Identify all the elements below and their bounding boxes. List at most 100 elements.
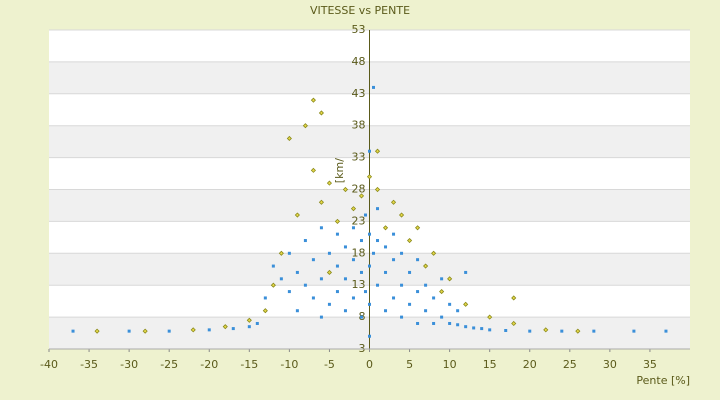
point <box>408 270 412 274</box>
point <box>480 327 484 331</box>
point <box>287 290 291 294</box>
point <box>575 328 581 334</box>
point <box>366 174 373 180</box>
y-tick-label: 13 <box>352 278 366 291</box>
point <box>318 110 324 116</box>
point <box>384 245 388 249</box>
point <box>271 264 275 268</box>
point <box>392 296 396 300</box>
point <box>384 309 388 313</box>
point <box>440 315 444 319</box>
x-tick-label: 30 <box>603 358 617 371</box>
point <box>368 302 371 306</box>
point <box>431 250 437 256</box>
point <box>327 251 331 255</box>
point <box>342 186 349 193</box>
point <box>343 245 347 249</box>
point <box>302 123 308 129</box>
y-tick-label: 43 <box>352 87 366 100</box>
point <box>447 276 453 282</box>
point <box>511 320 517 327</box>
point <box>231 327 235 331</box>
point <box>456 323 460 327</box>
point <box>167 329 171 333</box>
point <box>311 296 315 300</box>
point <box>374 186 381 193</box>
point <box>406 237 413 244</box>
point <box>382 225 389 231</box>
point <box>488 328 492 332</box>
point <box>127 329 131 333</box>
point <box>416 258 420 262</box>
point <box>376 283 380 287</box>
point <box>311 258 315 262</box>
point <box>511 295 517 301</box>
point <box>326 180 333 186</box>
point <box>351 296 355 300</box>
point <box>374 148 381 154</box>
point <box>351 226 355 230</box>
point <box>632 329 636 333</box>
y-tick-label: 48 <box>352 55 366 68</box>
point <box>432 296 436 300</box>
point <box>343 277 347 281</box>
point <box>319 277 323 281</box>
point <box>71 329 75 333</box>
point <box>247 325 251 329</box>
point <box>334 218 341 224</box>
x-tick-label: 10 <box>443 358 457 371</box>
point <box>463 301 469 307</box>
x-tick-label: -40 <box>40 358 58 371</box>
point <box>368 334 371 338</box>
point <box>368 149 371 153</box>
point <box>456 309 460 313</box>
point <box>448 302 452 306</box>
point <box>400 283 404 287</box>
x-tick-label: 35 <box>643 358 657 371</box>
point <box>279 277 283 281</box>
point <box>376 207 380 211</box>
point <box>424 283 428 287</box>
point <box>319 226 323 230</box>
x-tick-label: 15 <box>483 358 497 371</box>
x-axis-title: Pente [%] <box>636 374 690 387</box>
x-tick-label: -5 <box>324 358 335 371</box>
point <box>142 328 148 334</box>
point <box>351 258 355 262</box>
point <box>359 239 363 243</box>
point <box>303 239 307 243</box>
point <box>318 199 324 205</box>
point <box>398 212 405 218</box>
point <box>439 289 445 295</box>
point <box>255 321 259 325</box>
point <box>335 264 339 268</box>
x-tick-label: -20 <box>200 358 218 371</box>
point <box>424 309 428 313</box>
point <box>207 328 211 332</box>
point <box>528 329 532 333</box>
point <box>359 315 363 319</box>
point <box>350 206 357 212</box>
point <box>359 270 363 274</box>
point <box>190 327 196 333</box>
point <box>287 251 291 255</box>
y-tick-label: 38 <box>352 119 366 132</box>
point <box>560 329 564 333</box>
point <box>592 329 596 333</box>
point <box>372 251 376 255</box>
point <box>295 309 299 313</box>
point <box>363 290 367 294</box>
x-tick-label: 5 <box>406 358 413 371</box>
x-tick-label: 0 <box>366 358 373 371</box>
point <box>416 290 420 294</box>
point <box>464 270 468 274</box>
point <box>384 270 388 274</box>
point <box>263 296 267 300</box>
y-tick-label: 23 <box>352 214 366 227</box>
y-tick-label: 33 <box>352 151 366 164</box>
point <box>319 315 323 319</box>
point <box>487 314 493 320</box>
point <box>392 232 396 236</box>
point <box>415 225 421 231</box>
